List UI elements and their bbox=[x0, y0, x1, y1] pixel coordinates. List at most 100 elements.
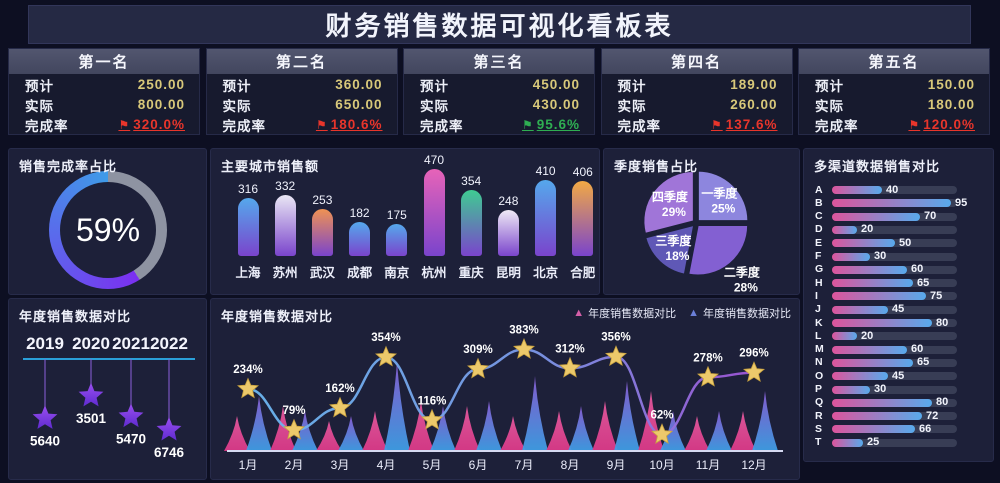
kpi-rank-header: 第五名 bbox=[799, 49, 989, 74]
channel-label: H bbox=[815, 276, 823, 289]
city-bar-武汉[interactable] bbox=[311, 209, 333, 256]
kpi-actual-row: 实际 430.00 bbox=[404, 95, 594, 114]
month-star-8月[interactable] bbox=[559, 356, 581, 378]
month-star-5月[interactable] bbox=[421, 408, 443, 430]
channel-bar-value: 75 bbox=[930, 289, 943, 302]
legend-item-series2[interactable]: ▲ 年度销售数据对比 bbox=[688, 305, 791, 321]
city-label: 合肥 bbox=[570, 266, 596, 280]
channel-bar-E[interactable] bbox=[832, 239, 895, 248]
month-star-2月[interactable] bbox=[283, 418, 305, 440]
channel-bar-S[interactable] bbox=[832, 425, 915, 434]
channel-bar-N[interactable] bbox=[832, 358, 913, 367]
month-label: 8月 bbox=[561, 458, 580, 472]
city-bar-上海[interactable] bbox=[237, 198, 259, 256]
month-label: 7月 bbox=[515, 458, 534, 472]
actual-value: 260.00 bbox=[730, 97, 778, 112]
actual-label: 实际 bbox=[420, 98, 449, 114]
panel-title-completion-donut: 销售完成率占比 bbox=[19, 159, 118, 174]
month-star-9月[interactable] bbox=[605, 345, 627, 367]
kpi-card-1: 第一名 预计 250.00 实际 800.00 完成率 ⚑ 320.0% bbox=[8, 48, 200, 135]
channel-bar-K[interactable] bbox=[832, 319, 932, 327]
triangle-marker-icon: ▲ bbox=[688, 306, 699, 319]
month-star-6月[interactable] bbox=[467, 357, 489, 379]
month-star-4月[interactable] bbox=[375, 345, 397, 367]
actual-label: 实际 bbox=[25, 98, 54, 114]
channel-bar-T[interactable] bbox=[832, 438, 863, 447]
month-star-12月[interactable] bbox=[743, 361, 765, 382]
flag-icon: ⚑ bbox=[315, 118, 328, 132]
channel-bar-Q[interactable] bbox=[832, 398, 932, 407]
city-bars-plot: 316 上海 332 苏州 253 武汉 182 成都 175 南京 470 杭州 354 重庆 248 昆明… bbox=[211, 149, 599, 294]
channel-bar-value: 80 bbox=[936, 316, 949, 329]
channel-bar-H[interactable] bbox=[832, 279, 913, 288]
channel-bar-F[interactable] bbox=[832, 252, 870, 261]
channel-bar-M[interactable] bbox=[832, 345, 907, 354]
channel-bar-J[interactable] bbox=[832, 305, 888, 314]
channel-bar-value: 60 bbox=[911, 343, 924, 356]
channel-bar-value: 50 bbox=[899, 236, 912, 249]
area-spike bbox=[408, 401, 434, 451]
year-star-2022[interactable] bbox=[156, 417, 182, 441]
city-bar-value: 410 bbox=[535, 164, 556, 178]
year-star-2020[interactable] bbox=[78, 382, 104, 407]
channel-bar-I[interactable] bbox=[832, 292, 926, 301]
channel-bar-track bbox=[832, 252, 957, 261]
city-bar-value: 182 bbox=[349, 206, 370, 220]
channel-bar-A[interactable] bbox=[832, 186, 882, 194]
city-bar-重庆[interactable] bbox=[460, 190, 482, 256]
channel-bar-L[interactable] bbox=[832, 332, 857, 341]
city-bar-昆明[interactable] bbox=[497, 210, 519, 256]
rate-value: ⚑ 180.6% bbox=[315, 117, 383, 132]
legend-label-series1: 年度销售数据对比 bbox=[588, 308, 677, 320]
month-star-7月[interactable] bbox=[513, 337, 535, 359]
city-bar-合肥[interactable] bbox=[572, 181, 594, 256]
month-star-11月[interactable] bbox=[697, 365, 719, 387]
month-label: 5月 bbox=[423, 458, 442, 472]
year-star-2021[interactable] bbox=[118, 403, 144, 428]
donut-hole: 59% bbox=[60, 182, 156, 278]
panel-completion-donut: 销售完成率占比 59% bbox=[8, 148, 207, 295]
pie-slice-二季度[interactable] bbox=[687, 224, 749, 276]
pie-slice-四季度[interactable] bbox=[642, 170, 695, 235]
panel-monthly-compare: 年度销售数据对比 ▲ 年度销售数据对比 ▲ 年度销售数据对比 1月 2月 3月 4月 5… bbox=[210, 298, 800, 480]
month-star-3月[interactable] bbox=[329, 396, 351, 418]
channel-label: R bbox=[815, 409, 823, 422]
city-bar-成都[interactable] bbox=[349, 222, 371, 256]
channel-label: T bbox=[815, 436, 822, 449]
channel-bar-C[interactable] bbox=[832, 212, 920, 221]
area-spike bbox=[522, 376, 548, 451]
area-spike bbox=[752, 391, 778, 451]
city-bar-杭州[interactable] bbox=[423, 169, 445, 256]
kpi-expected-row: 预计 189.00 bbox=[602, 75, 792, 94]
pie-slice-三季度[interactable] bbox=[644, 224, 695, 276]
channel-bar-B[interactable] bbox=[832, 199, 951, 208]
channel-label: E bbox=[815, 236, 823, 249]
kpi-card-5: 第五名 预计 150.00 实际 180.00 完成率 ⚑ 120.0% bbox=[798, 48, 990, 135]
expected-label: 预计 bbox=[25, 78, 54, 94]
channel-bar-P[interactable] bbox=[832, 385, 870, 394]
year-star-2019[interactable] bbox=[32, 405, 58, 429]
triangle-marker-icon: ▲ bbox=[573, 306, 585, 319]
area-spike bbox=[546, 411, 572, 451]
channel-bar-track bbox=[832, 372, 957, 381]
channel-bar-O[interactable] bbox=[832, 372, 888, 381]
pie-slice-一季度[interactable] bbox=[697, 170, 749, 222]
channel-bar-value: 45 bbox=[892, 303, 905, 316]
channel-bar-G[interactable] bbox=[832, 265, 907, 274]
city-bar-北京[interactable] bbox=[535, 180, 557, 256]
city-bar-苏州[interactable] bbox=[274, 195, 296, 256]
channel-bar-D[interactable] bbox=[832, 225, 857, 234]
month-star-1月[interactable] bbox=[237, 377, 259, 399]
kpi-expected-row: 预计 450.00 bbox=[404, 75, 594, 94]
channel-bar-R[interactable] bbox=[832, 412, 922, 421]
completion-donut-ring[interactable]: 59% bbox=[49, 171, 167, 289]
city-bar-南京[interactable] bbox=[386, 224, 408, 256]
channel-label: G bbox=[815, 263, 824, 276]
area-spike bbox=[454, 406, 480, 451]
month-star-10月[interactable] bbox=[651, 423, 673, 444]
rate-value: ⚑ 137.6% bbox=[710, 117, 778, 132]
legend-item-series1[interactable]: ▲ 年度销售数据对比 bbox=[573, 305, 676, 321]
kpi-expected-row: 预计 360.00 bbox=[207, 75, 397, 94]
pie-slice-label: 四季度 bbox=[652, 189, 689, 204]
